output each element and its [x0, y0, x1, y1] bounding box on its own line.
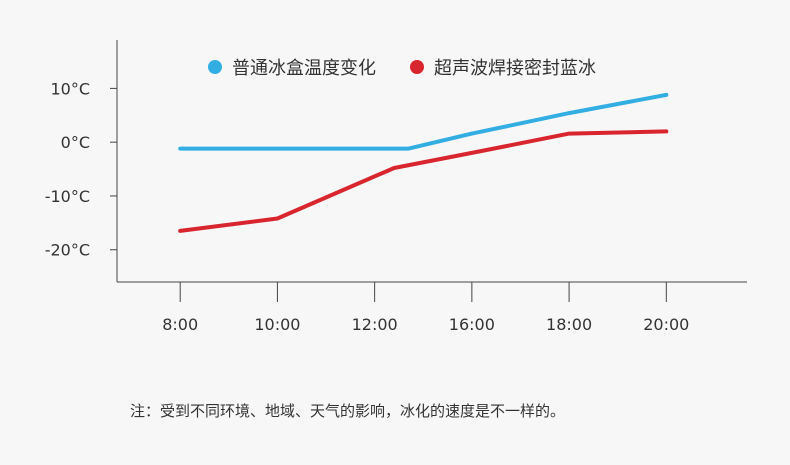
- x-tick-label: 8:00: [162, 315, 198, 334]
- footnote: 注：受到不同环境、地域、天气的影响，冰化的速度是不一样的。: [130, 402, 566, 420]
- chart-legend: 普通冰盒温度变化 超声波焊接密封蓝冰: [208, 54, 630, 80]
- x-tick-label: 20:00: [643, 315, 689, 334]
- y-tick-label: -10°C: [45, 187, 90, 206]
- legend-item-sealed-blue-ice: 超声波焊接密封蓝冰: [410, 54, 596, 80]
- series-line-normal-ice-box: [178, 92, 669, 151]
- y-tick-label: 10°C: [50, 79, 90, 98]
- legend-marker-sealed-blue-ice: [410, 60, 424, 74]
- legend-label-normal-ice-box: 普通冰盒温度变化: [232, 58, 376, 79]
- series-line-sealed-blue-ice: [178, 129, 669, 233]
- y-tick-label: 0°C: [61, 133, 90, 152]
- legend-label-sealed-blue-ice: 超声波焊接密封蓝冰: [434, 58, 596, 79]
- y-tick-label: -20°C: [45, 241, 90, 260]
- x-tick-label: 16:00: [449, 315, 495, 334]
- x-tick-label: 12:00: [352, 315, 398, 334]
- x-tick-label: 10:00: [254, 315, 300, 334]
- legend-marker-normal-ice-box: [208, 60, 222, 74]
- legend-item-normal-ice-box: 普通冰盒温度变化: [208, 54, 376, 80]
- x-tick-label: 18:00: [546, 315, 592, 334]
